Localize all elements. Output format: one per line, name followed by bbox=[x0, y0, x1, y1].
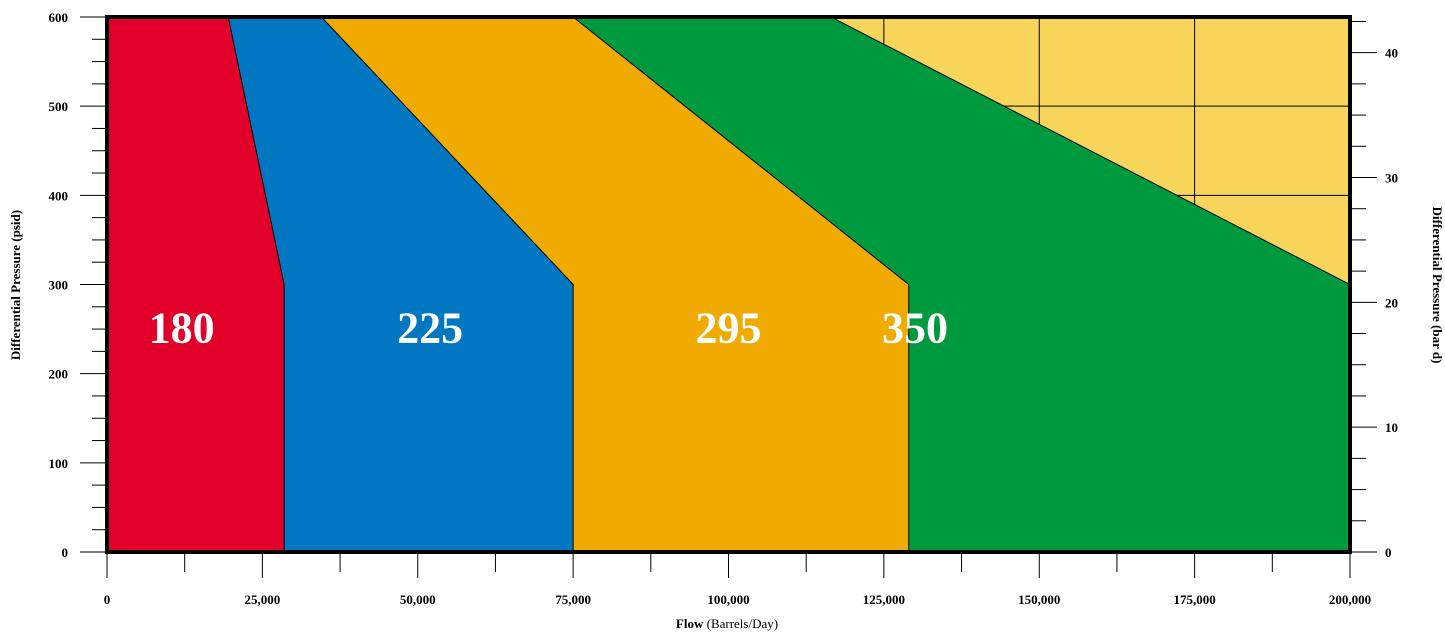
regions-layer bbox=[106, 16, 1351, 553]
region-label-225: 225 bbox=[397, 303, 463, 352]
x-axis-title: Flow (Barrels/Day) bbox=[676, 616, 778, 631]
x-tick-label: 50,000 bbox=[400, 592, 436, 607]
x-tick-label: 0 bbox=[104, 592, 111, 607]
y-right-tick-label: 30 bbox=[1385, 170, 1398, 185]
y-right-tick-label: 0 bbox=[1385, 545, 1392, 560]
labels-layer: 350 295 225 180 bbox=[149, 303, 948, 352]
y-right-tick-label: 10 bbox=[1385, 420, 1398, 435]
y-left-tick-label: 0 bbox=[62, 545, 69, 560]
region-label-295: 295 bbox=[696, 303, 762, 352]
x-tick-label: 175,000 bbox=[1174, 592, 1216, 607]
y-left-tick-label: 500 bbox=[49, 99, 69, 114]
y-left-tick-label: 100 bbox=[49, 456, 69, 471]
y-right-tick-label: 20 bbox=[1385, 295, 1398, 310]
y-left-tick-label: 300 bbox=[49, 278, 69, 293]
y-axis-right-title: Differential Pressure (bar d) bbox=[1430, 207, 1445, 364]
x-axis-title-unit: (Barrels/Day) bbox=[703, 616, 778, 631]
x-tick-label: 150,000 bbox=[1018, 592, 1060, 607]
x-tick-label: 125,000 bbox=[863, 592, 905, 607]
x-tick-label: 25,000 bbox=[245, 592, 281, 607]
y-axis-left-title: Differential Pressure (psid) bbox=[8, 210, 23, 360]
x-axis-title-bold: Flow bbox=[676, 616, 704, 631]
y-left-tick-label: 600 bbox=[49, 10, 69, 25]
y-right-tick-label: 40 bbox=[1385, 46, 1398, 61]
y-left-tick-label: 400 bbox=[49, 188, 69, 203]
region-label-350: 350 bbox=[882, 303, 948, 352]
region-label-180: 180 bbox=[149, 303, 215, 352]
x-tick-label: 75,000 bbox=[555, 592, 591, 607]
y-left-tick-label: 200 bbox=[49, 367, 69, 382]
x-tick-label: 200,000 bbox=[1329, 592, 1371, 607]
x-tick-label: 100,000 bbox=[707, 592, 749, 607]
